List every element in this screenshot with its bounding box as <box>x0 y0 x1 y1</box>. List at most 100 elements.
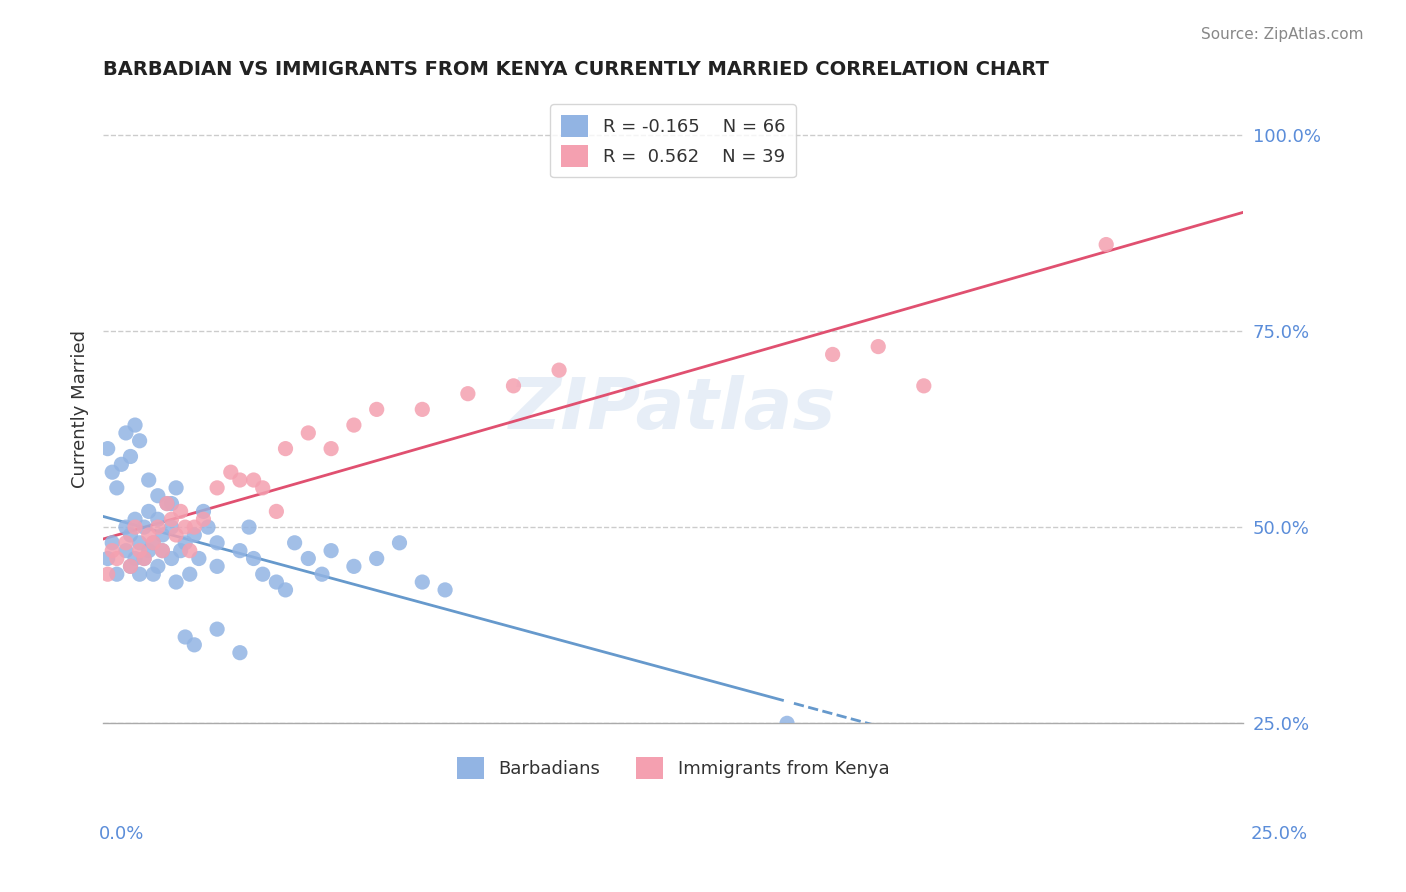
Point <box>115 543 138 558</box>
Point <box>124 551 146 566</box>
Point <box>193 504 215 518</box>
Point <box>319 543 342 558</box>
Point <box>142 536 165 550</box>
Point <box>160 497 183 511</box>
Point <box>120 559 142 574</box>
Point <box>266 575 288 590</box>
Point <box>156 497 179 511</box>
Point <box>388 536 411 550</box>
Point <box>776 716 799 731</box>
Point <box>138 473 160 487</box>
Point <box>124 418 146 433</box>
Text: BARBADIAN VS IMMIGRANTS FROM KENYA CURRENTLY MARRIED CORRELATION CHART: BARBADIAN VS IMMIGRANTS FROM KENYA CURRE… <box>103 60 1049 78</box>
Point <box>105 551 128 566</box>
Point <box>101 543 124 558</box>
Point <box>146 559 169 574</box>
Point <box>205 559 228 574</box>
Point <box>219 465 242 479</box>
Point <box>101 465 124 479</box>
Point <box>821 347 844 361</box>
Point <box>411 402 433 417</box>
Point <box>115 536 138 550</box>
Point <box>183 638 205 652</box>
Point <box>174 630 197 644</box>
Point <box>160 520 183 534</box>
Point <box>229 473 252 487</box>
Y-axis label: Currently Married: Currently Married <box>72 330 89 489</box>
Point <box>193 512 215 526</box>
Point <box>110 458 132 472</box>
Point <box>134 551 156 566</box>
Point <box>124 520 146 534</box>
Point <box>434 582 457 597</box>
Legend: Barbadians, Immigrants from Kenya: Barbadians, Immigrants from Kenya <box>446 746 900 789</box>
Point <box>165 481 187 495</box>
Point <box>134 551 156 566</box>
Point <box>152 543 174 558</box>
Point <box>174 536 197 550</box>
Point <box>238 520 260 534</box>
Point <box>343 418 366 433</box>
Point <box>97 442 120 456</box>
Point <box>183 520 205 534</box>
Point <box>120 528 142 542</box>
Point <box>115 520 138 534</box>
Point <box>146 512 169 526</box>
Point <box>128 567 150 582</box>
Point <box>868 340 890 354</box>
Text: 0.0%: 0.0% <box>98 825 143 843</box>
Point <box>128 536 150 550</box>
Point <box>187 551 209 566</box>
Point <box>138 504 160 518</box>
Point <box>252 481 274 495</box>
Point <box>97 551 120 566</box>
Point <box>142 567 165 582</box>
Point <box>548 363 571 377</box>
Point <box>343 559 366 574</box>
Point <box>169 543 191 558</box>
Point <box>120 450 142 464</box>
Point <box>174 520 197 534</box>
Point <box>134 520 156 534</box>
Point <box>165 575 187 590</box>
Point <box>411 575 433 590</box>
Point <box>205 622 228 636</box>
Point <box>138 543 160 558</box>
Point <box>146 489 169 503</box>
Point <box>274 582 297 597</box>
Point <box>274 442 297 456</box>
Point <box>205 536 228 550</box>
Point <box>366 402 388 417</box>
Point <box>183 528 205 542</box>
Point <box>97 567 120 582</box>
Point <box>124 512 146 526</box>
Point <box>115 425 138 440</box>
Point <box>146 520 169 534</box>
Point <box>457 386 479 401</box>
Point <box>120 559 142 574</box>
Point <box>284 536 307 550</box>
Point <box>366 551 388 566</box>
Point <box>105 567 128 582</box>
Text: ZIPatlas: ZIPatlas <box>509 375 837 444</box>
Point <box>179 543 201 558</box>
Point <box>179 567 201 582</box>
Point <box>160 512 183 526</box>
Point <box>319 442 342 456</box>
Point <box>142 536 165 550</box>
Point <box>229 646 252 660</box>
Point <box>311 567 333 582</box>
Point <box>266 504 288 518</box>
Text: Source: ZipAtlas.com: Source: ZipAtlas.com <box>1201 27 1364 42</box>
Point <box>152 543 174 558</box>
Point <box>242 473 264 487</box>
Point <box>229 543 252 558</box>
Point <box>252 567 274 582</box>
Point <box>105 481 128 495</box>
Point <box>1095 237 1118 252</box>
Point <box>101 536 124 550</box>
Point <box>205 481 228 495</box>
Point <box>297 551 319 566</box>
Point <box>128 543 150 558</box>
Point <box>169 504 191 518</box>
